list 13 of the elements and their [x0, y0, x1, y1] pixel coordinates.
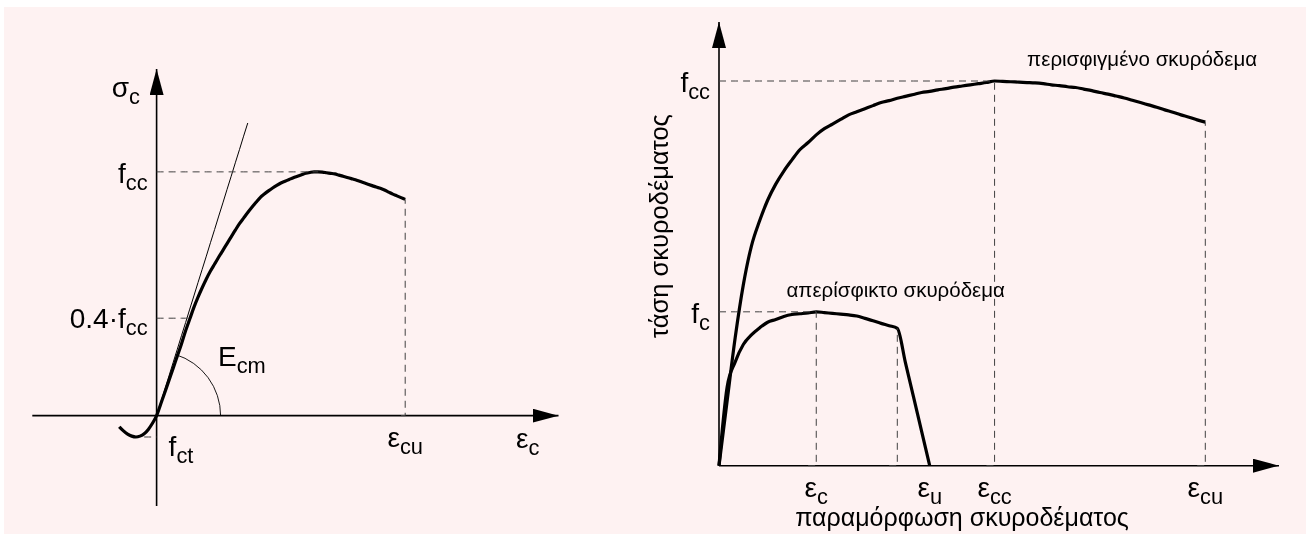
x-tick-label: ε$_{cu}$ — [1187, 471, 1224, 509]
annotation: f$_{cc}$ — [117, 158, 148, 196]
annotation: ε$_{cu}$ — [387, 422, 423, 460]
x-axis-title: ε$_{c}$ — [516, 423, 540, 461]
annotation: E$_{cm}$ — [218, 341, 266, 379]
text: f$_{cc}$ — [680, 67, 711, 105]
annotation: 0.4·f$_{cc}$ — [69, 303, 148, 341]
series-label: απερίσφικτο σκυρόδεμα — [786, 277, 1006, 301]
annotation: f$_{ct}$ — [168, 431, 194, 469]
y-axis-title: σ$_{c}$ — [111, 72, 141, 110]
series-label: περισφιγμένο σκυρόδεμα — [1027, 47, 1258, 70]
y-axis-title: τάση σκυροδέματος — [645, 114, 673, 338]
text: f$_{c}$ — [691, 297, 711, 335]
